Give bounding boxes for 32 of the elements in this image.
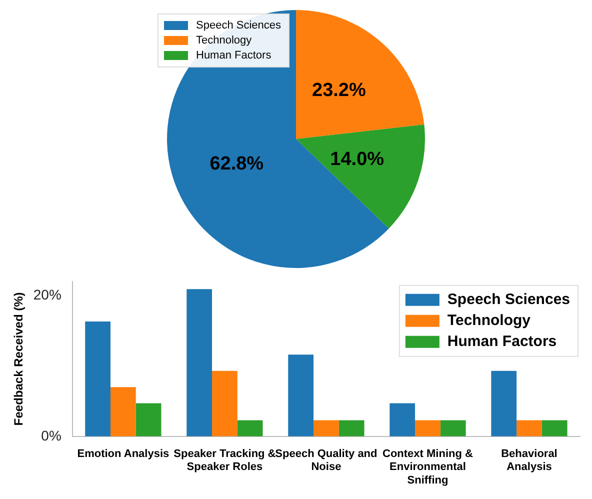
bar	[338, 420, 364, 436]
legend-label: Speech Sciences	[196, 20, 282, 32]
y-tick-label: 20%	[33, 286, 62, 302]
y-axis-title: Feedback Received (%)	[12, 292, 26, 426]
bar	[237, 420, 263, 436]
bar	[110, 387, 136, 436]
bar	[314, 420, 339, 436]
y-tick-label: 0%	[41, 427, 62, 444]
bar	[136, 403, 162, 436]
x-tick-label: Context Mining & Environmental Sniffing	[382, 448, 473, 486]
bar	[491, 370, 517, 436]
legend-label: Technology	[196, 34, 252, 47]
legend-label: Technology	[447, 312, 532, 330]
x-tick-label: Speech Quality and Noise	[275, 448, 378, 474]
bar	[415, 420, 440, 436]
legend-label: Human Factors	[196, 50, 272, 62]
x-tick-label: Behavioral Analysis	[501, 448, 558, 474]
bar	[542, 420, 568, 436]
bar	[440, 420, 466, 436]
bar	[212, 370, 238, 436]
bar	[186, 289, 212, 436]
bar	[85, 322, 110, 436]
x-tick-label: Emotion Analysis	[77, 448, 170, 460]
data-label: 14.0%	[330, 148, 384, 170]
x-tick-label: Speaker Tracking & Speaker Roles	[174, 448, 276, 474]
bar	[288, 354, 314, 436]
data-label: 23.2%	[312, 80, 366, 102]
bar	[516, 420, 542, 436]
legend-label: Human Factors	[447, 333, 557, 350]
bar	[390, 403, 416, 436]
data-label: 62.8%	[210, 153, 264, 174]
legend-label: Speech Sciences	[447, 291, 570, 308]
